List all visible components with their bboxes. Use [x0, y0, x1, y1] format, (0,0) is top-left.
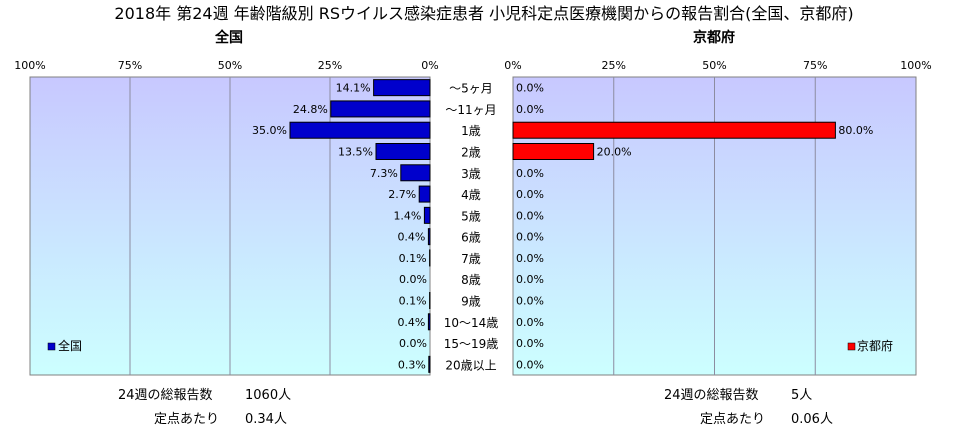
kyoto-total-label: 24週の総報告数	[664, 388, 759, 403]
national-tick-label: 25%	[318, 59, 342, 72]
national-data-label: 0.4%	[397, 231, 425, 244]
national-data-label: 2.7%	[388, 188, 416, 201]
national-per-value: 0.34人	[245, 412, 287, 427]
category-labels: ～5ヶ月 ～11ヶ月 1歳 2歳 3歳 4歳 5歳 6歳 7歳 8歳 9歳 10～14歳 15～19歳 2…	[444, 82, 499, 373]
national-bar	[330, 100, 431, 118]
national-bar	[375, 143, 431, 160]
national-tick-label: 75%	[118, 59, 142, 72]
kyoto-per-value: 0.06人	[791, 412, 833, 427]
kyoto-data-label: 0.0%	[516, 209, 544, 222]
national-legend-label: 全国	[58, 338, 82, 353]
national-bar	[427, 228, 431, 246]
kyoto-legend-swatch	[847, 342, 856, 351]
kyoto-data-label: 80.0%	[838, 124, 873, 137]
chart-title: 2018年 第24週 年齢階級別 RSウイルス感染症患者 小児科定点医療機関から…	[114, 4, 853, 23]
national-data-label: 1.4%	[393, 209, 421, 222]
category-label: 9歳	[461, 295, 481, 309]
kyoto-subtitle: 京都府	[693, 29, 735, 46]
national-tick-label: 50%	[218, 59, 242, 72]
national-data-label: 0.0%	[399, 273, 427, 286]
kyoto-data-label: 0.0%	[516, 337, 544, 350]
kyoto-legend-label: 京都府	[857, 338, 893, 353]
category-label: 1歳	[461, 124, 481, 138]
category-label: 15～19歳	[444, 337, 499, 351]
national-bar	[427, 313, 431, 331]
national-data-label: 0.1%	[399, 252, 427, 265]
kyoto-tick-label: 25%	[602, 59, 626, 72]
kyoto-total-value: 5人	[791, 388, 812, 403]
national-data-label: 0.1%	[399, 295, 427, 308]
data-labels: 14.1% 24.8% 35.0% 13.5% 7.3% 2.7% 1.4% 0.4% 0.1%…	[252, 82, 873, 372]
kyoto-tick-label: 75%	[803, 59, 827, 72]
national-legend: 全国	[47, 338, 82, 353]
category-label: 10～14歳	[444, 316, 499, 330]
kyoto-data-label: 20.0%	[597, 146, 632, 159]
national-subtitle: 全国	[214, 29, 243, 46]
category-label: 20歳以上	[445, 358, 496, 372]
kyoto-data-label: 0.0%	[516, 231, 544, 244]
category-label: 5歳	[461, 209, 481, 223]
kyoto-data-label: 0.0%	[516, 103, 544, 116]
kyoto-data-label: 0.0%	[516, 82, 544, 95]
bars	[289, 79, 836, 373]
category-label: ～5ヶ月	[449, 82, 493, 96]
national-legend-swatch	[47, 342, 56, 351]
national-tick-label: 100%	[14, 59, 45, 72]
national-bar	[423, 206, 431, 224]
national-data-label: 0.4%	[397, 316, 425, 329]
national-bar	[373, 79, 431, 97]
kyoto-per-label: 定点あたり	[700, 412, 765, 427]
category-label: 2歳	[461, 146, 481, 160]
national-data-label: 13.5%	[338, 146, 373, 159]
national-bar	[418, 185, 431, 203]
category-label: 3歳	[461, 167, 481, 181]
national-data-label: 0.0%	[399, 337, 427, 350]
category-label: 6歳	[461, 231, 481, 245]
national-bar	[400, 164, 431, 182]
national-data-label: 35.0%	[252, 124, 287, 137]
category-label: 4歳	[461, 188, 481, 202]
kyoto-data-label: 0.0%	[516, 273, 544, 286]
national-bar	[428, 355, 431, 373]
kyoto-legend: 京都府	[847, 338, 893, 353]
national-per-label: 定点あたり	[154, 412, 219, 427]
kyoto-bar	[512, 143, 595, 160]
kyoto-data-label: 0.0%	[516, 167, 544, 180]
kyoto-tick-label: 0%	[504, 59, 521, 72]
category-label: 7歳	[461, 252, 481, 266]
national-data-label: 7.3%	[370, 167, 398, 180]
kyoto-tick-label: 100%	[900, 59, 931, 72]
kyoto-bar	[512, 121, 836, 139]
category-label: ～11ヶ月	[445, 103, 496, 117]
kyoto-data-label: 0.0%	[516, 358, 544, 371]
axis-ticks: 100% 75% 50% 25% 0% 0% 25% 50% 75% 100%	[14, 59, 931, 72]
kyoto-data-label: 0.0%	[516, 188, 544, 201]
national-tick-label: 0%	[421, 59, 438, 72]
kyoto-data-label: 0.0%	[516, 295, 544, 308]
kyoto-data-label: 0.0%	[516, 316, 544, 329]
national-bar	[289, 121, 431, 139]
kyoto-data-label: 0.0%	[516, 252, 544, 265]
national-total-label: 24週の総報告数	[118, 388, 213, 403]
national-total-value: 1060人	[245, 388, 291, 403]
national-data-label: 0.3%	[398, 358, 426, 371]
category-label: 8歳	[461, 273, 481, 287]
national-data-label: 14.1%	[336, 82, 371, 95]
national-data-label: 24.8%	[293, 103, 328, 116]
kyoto-tick-label: 50%	[702, 59, 726, 72]
